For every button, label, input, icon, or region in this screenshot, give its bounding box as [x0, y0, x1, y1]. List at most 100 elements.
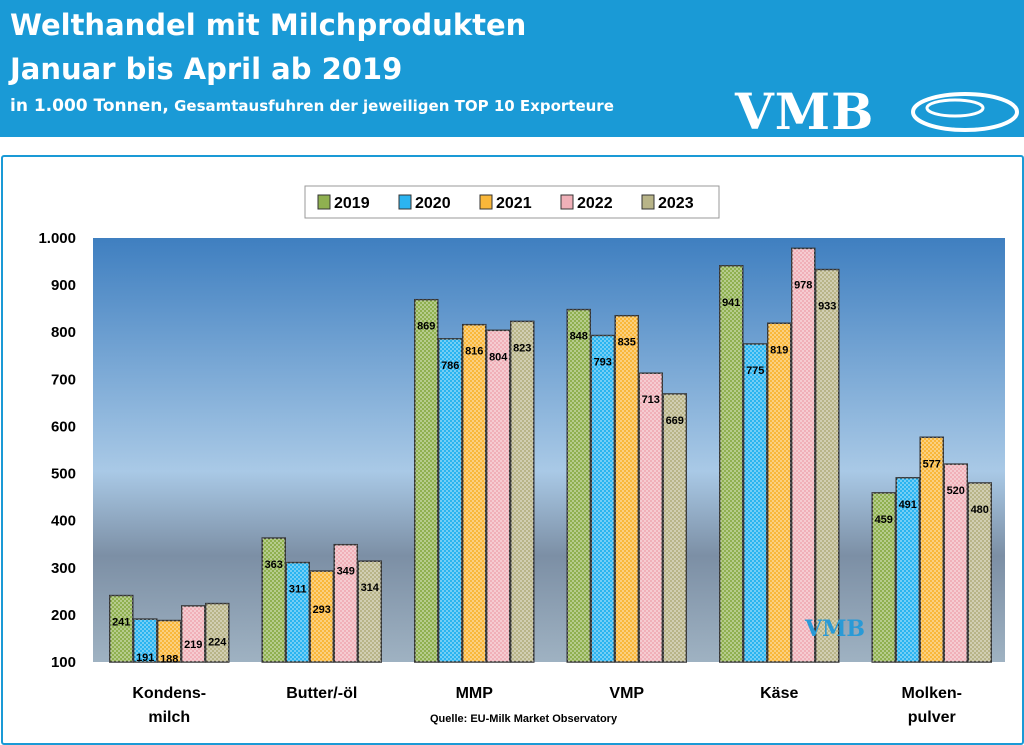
vmb-logo: VMB [735, 82, 875, 141]
bar-texture [157, 620, 181, 662]
bar-texture [181, 605, 205, 662]
data-label: 363 [265, 559, 283, 571]
data-label: 314 [361, 582, 380, 594]
y-tick-label: 800 [51, 324, 76, 341]
legend-label: 2022 [577, 195, 613, 212]
subtitle-unit: in 1.000 Tonnen, [10, 96, 169, 116]
logo-swoosh-icon [911, 92, 1019, 132]
legend-swatch [641, 194, 655, 210]
bar-texture [719, 265, 743, 662]
legend-swatch [560, 194, 574, 210]
title-line-2: Januar bis April ab 2019 [10, 52, 403, 86]
category-label: VMP [609, 685, 644, 702]
bar-texture [334, 544, 358, 662]
y-tick-label: 600 [51, 418, 76, 435]
data-label: 219 [184, 639, 202, 651]
data-label: 819 [770, 344, 788, 356]
subtitle: in 1.000 Tonnen, Gesamtausfuhren der jew… [10, 96, 614, 116]
data-label: 933 [818, 301, 836, 313]
category-label: Kondens- [132, 685, 206, 702]
bar-texture [438, 338, 462, 662]
legend-swatch [317, 194, 331, 210]
bar-texture [567, 309, 591, 662]
data-label: 669 [666, 415, 684, 427]
bar-texture [310, 571, 334, 662]
data-label: 188 [160, 654, 178, 666]
data-label: 848 [570, 331, 588, 343]
legend-label: 2023 [658, 195, 694, 212]
bar-texture [205, 603, 229, 662]
bar-texture [791, 248, 815, 662]
bar-texture [133, 619, 157, 662]
bar-texture [743, 344, 767, 662]
data-label: 941 [722, 297, 740, 309]
y-tick-label: 400 [51, 513, 76, 530]
bar-texture [591, 335, 615, 662]
bar-texture [815, 269, 839, 662]
bar-texture [262, 538, 286, 662]
bar-texture [663, 393, 687, 662]
data-label: 713 [642, 394, 660, 406]
legend-swatch [398, 194, 412, 210]
data-label: 520 [947, 485, 965, 497]
data-label: 978 [794, 279, 812, 291]
bar-texture [615, 315, 639, 662]
data-label: 191 [136, 652, 154, 664]
y-tick-label: 700 [51, 371, 76, 388]
bar-texture [462, 324, 486, 662]
bar-texture [286, 562, 310, 662]
data-label: 480 [971, 504, 989, 516]
y-tick-label: 1.000 [38, 230, 76, 247]
bar-texture [109, 595, 133, 662]
data-label: 349 [337, 566, 355, 578]
data-label: 816 [465, 346, 483, 358]
legend-label: 2021 [496, 195, 532, 212]
bar-texture [968, 482, 992, 662]
category-label: milch [148, 709, 190, 726]
bar-texture [358, 561, 382, 662]
plot-background [93, 238, 1005, 662]
y-tick-label: 500 [51, 466, 76, 483]
data-label: 459 [875, 514, 893, 526]
category-label: Butter/-öl [286, 685, 357, 702]
category-label: MMP [456, 685, 494, 702]
y-tick-label: 900 [51, 277, 76, 294]
bar-texture [767, 323, 791, 662]
category-label: Molken- [902, 685, 962, 702]
data-label: 793 [594, 357, 612, 369]
bar-texture [486, 330, 510, 662]
legend-swatch [479, 194, 493, 210]
data-label: 786 [441, 360, 459, 372]
y-tick-label: 300 [51, 560, 76, 577]
data-label: 241 [112, 617, 130, 629]
source-note: Quelle: EU-Milk Market Observatory [430, 713, 618, 725]
data-label: 491 [899, 499, 917, 511]
watermark: VMB [804, 616, 865, 642]
bar-texture [510, 321, 534, 662]
title-line-1: Welthandel mit Milchprodukten [10, 8, 527, 42]
header: Welthandel mit Milchprodukten Januar bis… [0, 0, 1024, 141]
bar-texture [896, 477, 920, 662]
data-label: 577 [923, 458, 941, 470]
data-label: 869 [417, 321, 435, 333]
bar-texture [414, 299, 438, 662]
data-label: 823 [513, 342, 531, 354]
bar-texture [639, 373, 663, 662]
data-label: 775 [746, 365, 764, 377]
category-label: Käse [760, 685, 798, 702]
data-label: 835 [618, 337, 636, 349]
bar-texture [872, 492, 896, 662]
legend-label: 2019 [334, 195, 370, 212]
y-tick-label: 200 [51, 607, 76, 624]
legend-label: 2020 [415, 195, 451, 212]
data-label: 224 [208, 637, 227, 649]
bar-texture [944, 464, 968, 662]
bar-texture [920, 437, 944, 662]
subtitle-rest: Gesamtausfuhren der jeweiligen TOP 10 Ex… [168, 97, 614, 115]
y-tick-label: 100 [51, 654, 76, 671]
data-label: 804 [489, 351, 508, 363]
category-label: pulver [908, 709, 956, 726]
data-label: 311 [289, 584, 307, 596]
data-label: 293 [313, 604, 331, 616]
